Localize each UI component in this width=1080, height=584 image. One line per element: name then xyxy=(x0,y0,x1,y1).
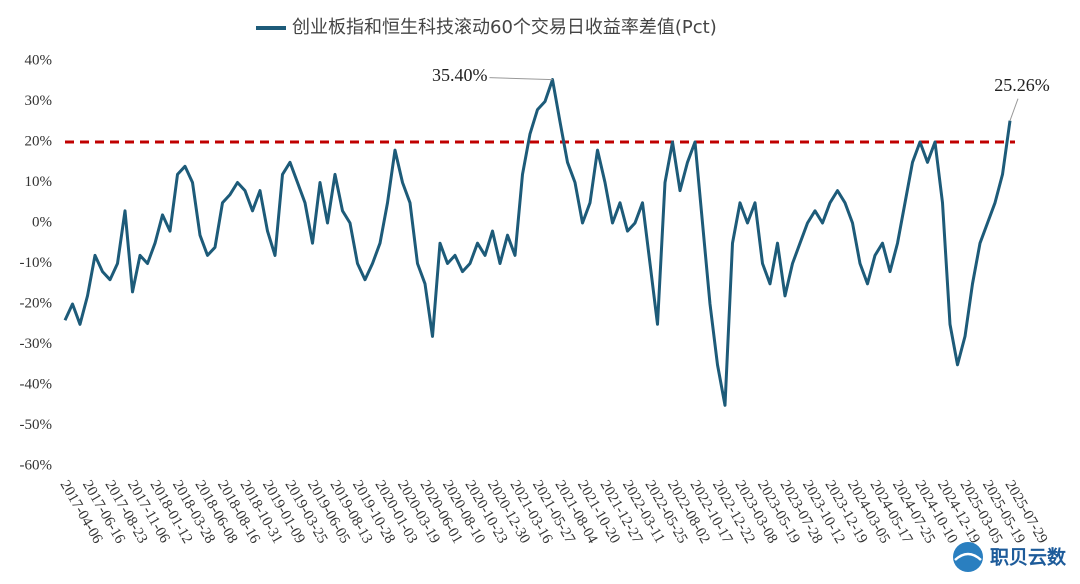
y-tick-label: 10% xyxy=(25,174,53,190)
y-tick-label: -20% xyxy=(20,295,53,311)
y-tick-label: 0% xyxy=(32,214,52,230)
y-tick-label: 40% xyxy=(25,52,53,68)
y-tick-label: -40% xyxy=(20,376,53,392)
watermark: 职贝云数 xyxy=(953,542,1067,572)
legend-text: 创业板指和恒生科技滚动60个交易日收益率差值(Pct) xyxy=(292,17,717,38)
y-tick-label: 20% xyxy=(25,133,53,149)
watermark-wave xyxy=(954,552,982,561)
y-tick-label: 30% xyxy=(25,93,53,109)
annotation-label: 35.40% xyxy=(432,65,488,85)
watermark-text: 职贝云数 xyxy=(990,546,1067,569)
annotation-label: 25.26% xyxy=(994,75,1050,95)
series-line xyxy=(63,78,1012,407)
y-tick-label: -50% xyxy=(20,417,53,433)
watermark-icon xyxy=(953,542,983,572)
y-tick-label: -10% xyxy=(20,255,53,271)
y-tick-label: -60% xyxy=(20,457,53,473)
y-tick-label: -30% xyxy=(20,336,53,352)
annotation-leader xyxy=(489,77,553,81)
annotation-leader xyxy=(1009,98,1019,121)
